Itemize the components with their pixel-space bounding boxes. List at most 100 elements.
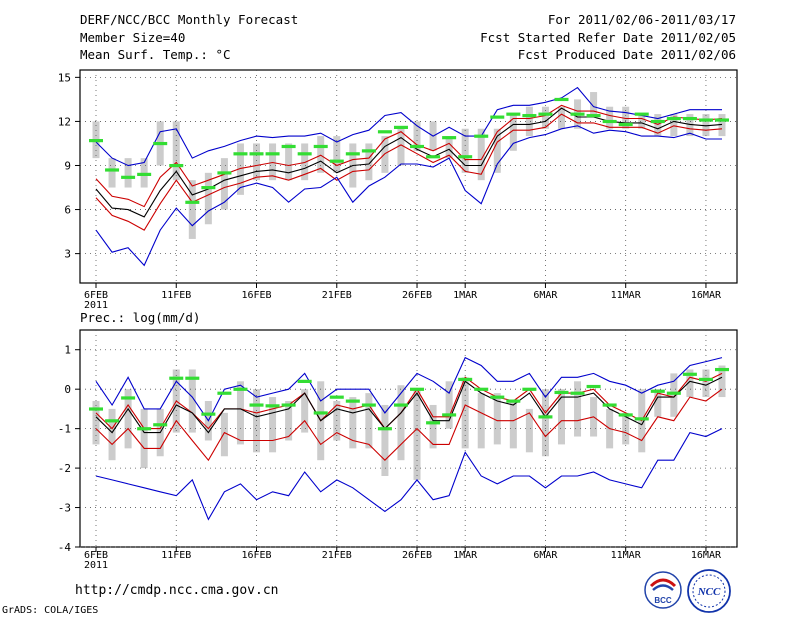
panel1-box (670, 114, 678, 137)
panel2-ytick-label: -4 (58, 541, 72, 554)
panel2-median (313, 411, 328, 415)
panel2-median (506, 399, 521, 403)
footer-url[interactable]: http://cmdp.ncc.cma.gov.cn (75, 583, 279, 598)
panel2-box (702, 369, 710, 398)
panel1-median (137, 172, 152, 176)
panel2-median (650, 389, 665, 393)
panel1-ytick-label: 3 (64, 248, 71, 261)
panel2-xtick-label: 11MAR (611, 550, 642, 561)
panel1-median (169, 163, 184, 168)
panel1-ytick-label: 9 (64, 159, 71, 172)
panel2-median (442, 413, 457, 417)
panel2-median (426, 421, 441, 425)
panel1-median (586, 114, 601, 118)
panel2-median (682, 372, 697, 376)
panel1-box (413, 121, 421, 151)
panel1-median (666, 116, 681, 121)
panel2-series-mean-sd (95, 388, 723, 462)
panel2-box (301, 389, 309, 433)
header-start-date: Fcst Started Refer Date 2011/02/05 (480, 30, 736, 45)
panel2-median (393, 403, 408, 407)
panel2-median (329, 395, 344, 399)
panel1-series-mean-sd (95, 104, 723, 208)
panel1-box (509, 114, 517, 151)
panel2-ytick-label: 0 (64, 383, 71, 396)
panel1-median (201, 186, 216, 190)
panel1-xtick-label: 6FEB (84, 290, 108, 301)
panel2-median (265, 404, 280, 408)
panel1-series-mean-sd (95, 113, 723, 231)
panel2-box (349, 397, 357, 449)
panel2-box (108, 408, 116, 461)
panel1-box (686, 114, 694, 137)
panel2-ytick-label: -1 (58, 423, 71, 436)
panel1-box (541, 106, 549, 129)
panel2-median (602, 403, 617, 407)
panel1-median (185, 200, 200, 204)
panel2-box (718, 365, 726, 398)
panel1-xtick-label: 11FEB (161, 290, 191, 301)
panel2-series-max (95, 356, 723, 422)
panel1-year-label: 2011 (84, 300, 108, 311)
panel1-median (490, 115, 505, 119)
panel1-median (329, 159, 344, 163)
panel2-series-mean-sd (95, 372, 723, 430)
panel2-box (574, 381, 582, 437)
panel2-xtick-label: 1MAR (453, 550, 478, 561)
panel2-title: Prec.: log(mm/d) (80, 310, 200, 325)
panel1-ytick-label: 15 (58, 71, 71, 84)
panel2-median (586, 384, 601, 389)
panel2-ytick-label: 1 (64, 344, 71, 357)
panel1-ytick-label: 12 (58, 115, 71, 128)
bcc-logo-text: BCC (654, 596, 672, 605)
panel1-median (715, 118, 729, 122)
panel1-xtick-label: 16FEB (241, 290, 271, 301)
panel1-box (204, 172, 212, 225)
panel1-box (301, 143, 309, 181)
panel1-median (105, 168, 120, 172)
panel2-median (570, 391, 585, 395)
panel2-median (201, 412, 216, 416)
panel2-median (698, 377, 713, 382)
panel1-median (281, 144, 296, 149)
panel2-xtick-label: 16FEB (241, 550, 271, 561)
panel2-box (686, 369, 694, 398)
panel2-median (233, 387, 248, 391)
panel1-median (153, 141, 168, 146)
panel1-box (365, 143, 373, 181)
panel1-median (538, 112, 553, 116)
panel1-box (557, 106, 565, 129)
panel1-median (121, 175, 136, 179)
panel2-median (666, 391, 681, 395)
header-member-size: Member Size=40 (80, 30, 186, 45)
header-variable: Mean Surf. Temp.: °C (80, 47, 231, 62)
footer-credit: GrADS: COLA/IGES (2, 605, 99, 616)
panel2-median (410, 387, 425, 391)
panel1-box (622, 106, 630, 129)
panel1-median (265, 152, 280, 156)
panel1-median (249, 152, 264, 156)
panel2-median (297, 379, 312, 383)
panel1-median (602, 119, 617, 124)
panel1-box (108, 158, 116, 188)
panel1-median (217, 171, 232, 175)
header-forecast-period: For 2011/02/06-2011/03/17 (547, 12, 736, 27)
panel1-box (445, 136, 453, 159)
panel1-median (570, 112, 585, 116)
panel2-median (153, 423, 168, 427)
panel2-median (522, 387, 537, 391)
panel1-median (426, 155, 441, 159)
panel2-box (525, 408, 533, 453)
panel2-box (236, 381, 244, 445)
panel1-series-max (95, 86, 722, 167)
bcc-logo: BCC (644, 571, 682, 609)
panel1-series-min (95, 125, 722, 267)
panel2-box (429, 404, 437, 449)
panel1-box (590, 92, 598, 115)
panel1-median (554, 97, 569, 102)
panel2-box (188, 369, 196, 433)
panel1-median (313, 144, 328, 149)
panel2-box (269, 397, 277, 453)
panel1-box (124, 158, 132, 188)
panel2-box (557, 389, 565, 445)
